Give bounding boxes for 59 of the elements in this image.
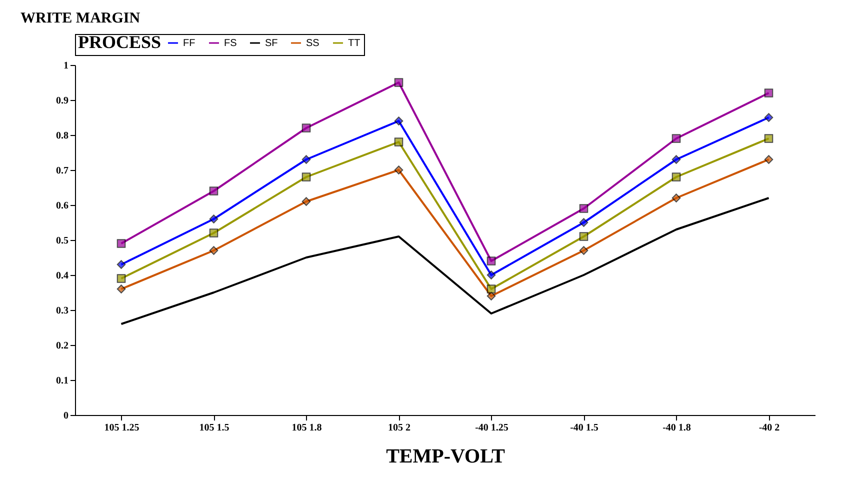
point (672, 134, 681, 143)
line-series (120, 197, 770, 325)
point (486, 270, 496, 280)
point (209, 214, 218, 224)
point (579, 246, 588, 255)
point (486, 256, 496, 266)
point (579, 218, 588, 227)
point (672, 172, 681, 182)
legend-label: SF (265, 38, 278, 49)
point (764, 155, 774, 164)
point (394, 138, 404, 146)
x-tick-label: -40 1.8 (662, 422, 691, 434)
point (116, 274, 126, 283)
x-tick-label: -40 2 (758, 422, 780, 434)
y-tick-label: 0.3 (56, 306, 68, 316)
point (394, 78, 404, 87)
legend-label: FF (183, 38, 196, 49)
point (579, 204, 588, 213)
point (302, 197, 311, 206)
point (209, 246, 218, 255)
point (764, 134, 774, 143)
point (209, 186, 218, 196)
y-tick-label: 0.9 (56, 96, 68, 106)
point (209, 228, 218, 238)
point (302, 172, 311, 182)
legend-label: FS (224, 38, 238, 49)
point (394, 166, 404, 174)
point (302, 124, 311, 132)
x-tick-label: 105 2 (388, 422, 410, 434)
point (764, 88, 774, 98)
legend-label: TT (348, 38, 360, 49)
point (672, 194, 681, 202)
point (394, 116, 404, 126)
x-tick-label: 105 1.5 (199, 422, 230, 434)
x-tick-label: -40 1.5 (570, 422, 598, 434)
legend-title: PROCESS (78, 32, 162, 52)
point (486, 284, 496, 294)
point (302, 155, 311, 164)
point (764, 113, 774, 122)
point (116, 239, 126, 248)
point (116, 260, 126, 269)
y-tick-label: 0.6 (56, 200, 68, 212)
y-tick-label: 0.4 (56, 270, 68, 282)
legend-label: SS (306, 38, 320, 49)
y-tick-label: 0.2 (56, 340, 68, 352)
point (116, 284, 126, 294)
point (672, 155, 681, 164)
y-tick-label: 0.1 (56, 376, 68, 386)
y-tick-label: 0.7 (56, 166, 68, 176)
x-axis-title: TEMP-VOLT (386, 446, 506, 468)
y-tick-label: 0.8 (56, 130, 68, 142)
point (579, 232, 588, 241)
y-axis-title: WRITE MARGIN (20, 10, 140, 26)
y-tick-label: 1 (64, 60, 68, 72)
y-tick-label: 0 (64, 410, 68, 422)
x-tick-label: -40 1.25 (475, 422, 508, 434)
x-tick-label: 105 1.8 (292, 422, 322, 434)
y-tick-label: 0.5 (56, 236, 68, 246)
x-tick-label: 105 1.25 (104, 422, 140, 434)
